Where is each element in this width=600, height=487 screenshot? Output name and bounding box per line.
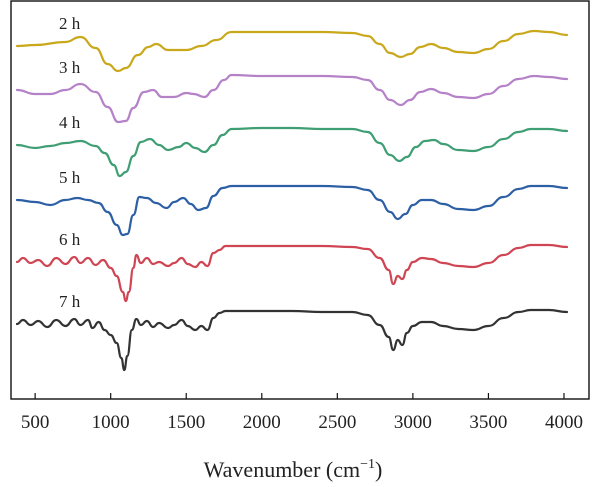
series-label: 2 h — [59, 14, 81, 33]
series-line — [15, 243, 569, 303]
x-tick-label: 3000 — [394, 412, 432, 433]
x-tick-label: 1500 — [167, 412, 205, 433]
x-axis-title-superscript: −1 — [360, 457, 375, 472]
series-line — [15, 73, 569, 124]
series-line — [15, 184, 569, 237]
x-tick-label: 3500 — [469, 412, 507, 433]
x-axis-title-close: ) — [375, 457, 382, 482]
x-tick-label: 2500 — [318, 412, 356, 433]
series-labels: 2 h 3 h 4 h 5 h 6 h 7 h — [59, 14, 81, 311]
x-tick-label: 4000 — [545, 412, 583, 433]
series-label: 7 h — [59, 292, 81, 311]
series-label: 5 h — [59, 168, 81, 187]
series-label: 3 h — [59, 58, 81, 77]
x-tick-label: 1000 — [92, 412, 130, 433]
series-traces — [15, 29, 569, 372]
series-line — [15, 308, 569, 372]
series-label: 6 h — [59, 230, 81, 249]
x-axis-title: Wavenumber (cm−1) — [204, 457, 383, 482]
x-axis-ticks: 500 1000 1500 2000 2500 3000 3500 4000 — [21, 393, 583, 433]
x-tick-label: 500 — [21, 412, 50, 433]
series-label: 4 h — [59, 113, 81, 132]
series-line — [15, 126, 569, 178]
x-tick-label: 2000 — [243, 412, 281, 433]
series-line — [15, 29, 569, 73]
plot-frame — [10, 0, 590, 400]
